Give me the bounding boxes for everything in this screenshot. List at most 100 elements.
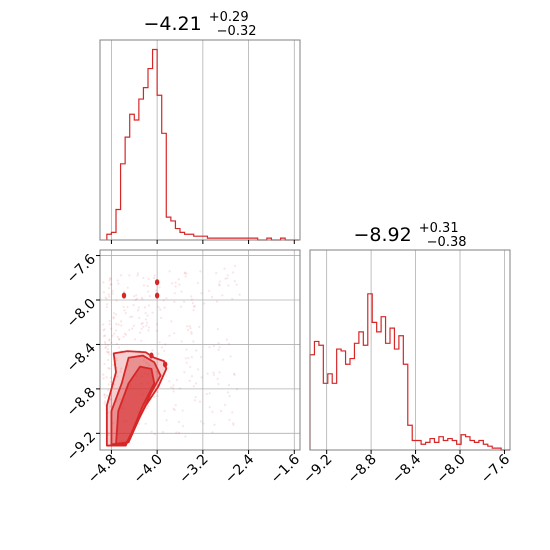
title-sub: −0.32 [217,24,257,39]
scatter-point [102,281,105,284]
contour-inner [115,365,156,446]
scatter-point [102,373,105,376]
scatter-point [145,361,148,364]
scatter-point [192,309,195,312]
scatter-point [173,300,176,303]
scatter-point [185,361,188,364]
scatter-point [151,348,154,352]
scatter-point [119,398,122,401]
scatter-point [218,284,221,287]
scatter-point [216,328,220,331]
scatter-point [185,272,188,275]
scatter-point [141,322,144,325]
scatter-point [235,388,239,391]
x-tick-label: −4.0 [131,452,166,487]
scatter-point [115,322,118,326]
scatter-point [189,365,192,369]
scatter-point [166,366,169,370]
scatter-point [150,430,153,433]
title-value: −8.92 [353,224,411,246]
scatter-point [202,422,205,425]
x-tick-label: −8.4 [389,451,424,486]
scatter-point [112,316,115,319]
scatter-point [129,315,132,319]
scatter-point [160,316,163,319]
scatter-point [217,342,220,345]
scatter-point [107,431,110,435]
scatter-point [217,348,220,351]
scatter-point [134,298,137,302]
scatter-point [107,433,110,437]
scatter-point [165,297,168,300]
scatter-point [156,390,159,393]
scatter-point [115,357,118,360]
scatter-point [109,376,113,379]
scatter-point [109,405,112,408]
scatter-point [208,289,211,292]
scatter-point [113,312,116,315]
scatter-point [198,400,202,403]
scatter-point [145,407,149,410]
scatter-point [123,290,126,293]
scatter-point [185,348,188,351]
axes-frame [99,249,301,451]
scatter-point [199,270,202,273]
scatter-point [158,286,161,289]
scatter-point [164,343,167,346]
scatter-point [174,285,177,288]
scatter-point [119,274,123,277]
scatter-point [112,421,115,424]
scatter-point [155,370,158,373]
panel-hist-right: −9.2 −8.8 −8.4 −8.0 −7.6 −8.92 +0.31 −0.38 [300,221,513,487]
scatter-point [187,356,190,360]
scatter-point [147,326,151,329]
scatter-point [108,319,111,323]
y-tick-label: −8.0 [64,296,99,331]
scatter-point [116,375,119,378]
scatter-point [145,321,149,324]
scatter-point [103,362,106,366]
scatter-point [119,320,123,323]
scatter-point [103,334,107,337]
scatter-point [195,349,198,352]
scatter-point [102,291,105,294]
scatter-point [106,344,110,347]
scatter-point [177,278,180,281]
scatter-point [218,371,221,374]
scatter-point [174,281,177,284]
scatter-point [115,299,118,302]
scatter-point [146,314,149,317]
scatter-point [132,295,136,298]
scatter-point [115,359,118,362]
scatter-point [212,373,215,377]
x-tick-label: −1.6 [268,451,303,486]
scatter-point [183,300,186,303]
scatter-point [120,367,123,370]
scatter-point [227,284,230,287]
scatter-point [153,276,156,280]
scatter-point [117,346,121,349]
scatter-point [196,368,200,371]
scatter-point [172,387,175,390]
scatter-point [147,304,151,307]
scatter-point [103,328,106,331]
scatter-point [111,334,114,337]
scatter-point [162,299,165,302]
scatter-point [107,351,110,354]
scatter-point [156,394,159,398]
scatter-point [184,271,187,274]
x-tick-label: −8.8 [345,452,380,487]
scatter-point [183,370,186,374]
scatter-point [151,311,154,314]
scatter-point [193,304,196,308]
scatter-point [103,393,106,396]
scatter-point [132,304,135,307]
scatter-point [107,358,110,362]
scatter-point [231,297,234,301]
scatter-point [107,383,110,386]
scatter-point [102,334,106,338]
scatter-point [228,394,231,398]
scatter-point [174,403,177,407]
scatter-point [173,408,176,412]
scatter-point [179,305,183,308]
